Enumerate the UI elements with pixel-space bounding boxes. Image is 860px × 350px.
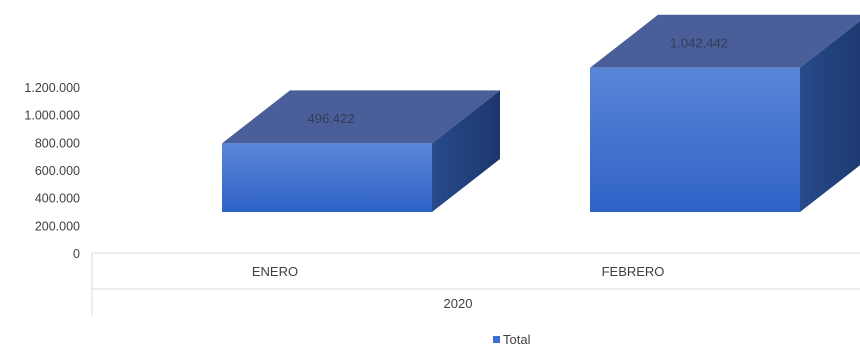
y-tick-label: 200.000 (35, 219, 80, 233)
y-tick-label: 0 (73, 247, 80, 261)
group-label-text: 2020 (444, 296, 473, 311)
legend-swatch (493, 336, 500, 343)
bar-enero: 496.422 (222, 90, 500, 212)
y-tick-label: 1.200.000 (24, 81, 80, 95)
bar-side-face (800, 21, 860, 212)
bar-side-face (432, 90, 500, 212)
y-tick-label: 1.000.000 (24, 109, 80, 123)
group-label: 2020 (444, 296, 473, 311)
legend: Total (493, 332, 531, 347)
category-labels: ENERO FEBRERO (252, 264, 665, 279)
data-label: 496.422 (308, 111, 355, 126)
y-tick-label: 600.000 (35, 164, 80, 178)
y-tick-label: 400.000 (35, 192, 80, 206)
bar-front-face (222, 143, 432, 212)
category-label: FEBRERO (602, 264, 665, 279)
y-axis: 0 200.000 400.000 600.000 800.000 1.000.000 1.… (24, 81, 80, 261)
x-axis (91, 252, 860, 315)
bar-febrero: 1.042.442 (590, 14, 860, 212)
legend-label: Total (503, 332, 531, 347)
data-label: 1.042.442 (670, 35, 728, 50)
bar-front-face (590, 67, 800, 212)
bars-layer: 496.422 1.042.442 (222, 14, 860, 212)
category-label: ENERO (252, 264, 298, 279)
bar-top-face (590, 14, 860, 68)
bar-top-face (222, 90, 500, 144)
y-tick-label: 800.000 (35, 136, 80, 150)
